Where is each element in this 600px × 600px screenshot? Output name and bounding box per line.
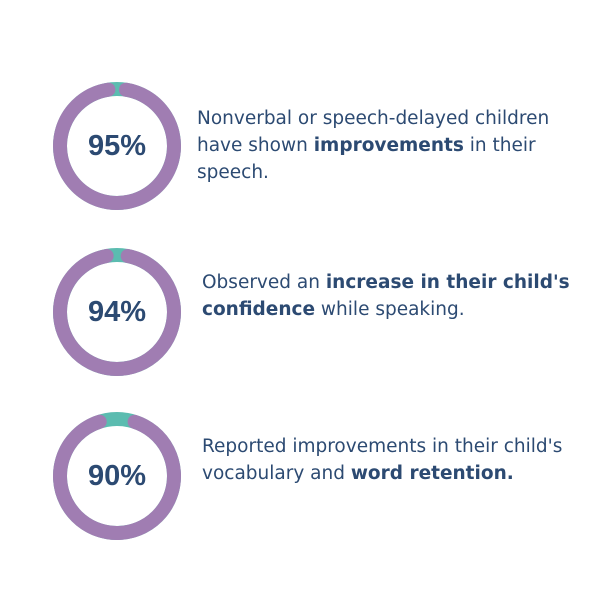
donut-chart: 94% <box>52 247 182 377</box>
donut-value-arc <box>53 412 181 540</box>
stat-description: Reported improvements in their child's v… <box>202 433 572 487</box>
donut-value-arc <box>53 82 181 210</box>
emphasis-text: word retention. <box>350 463 514 484</box>
body-text: Nonverbal or speech-delayed children hav… <box>197 108 550 156</box>
donut-svg: 95% <box>53 82 181 210</box>
percent-label: 95% <box>88 130 146 162</box>
percent-label: 90% <box>88 460 146 492</box>
donut-svg: 90% <box>53 412 181 540</box>
body-text: Observed an <box>202 272 326 293</box>
body-text: in their speech. <box>197 135 536 183</box>
stat-description: Nonverbal or speech-delayed children hav… <box>197 105 567 186</box>
emphasis-text: improvements <box>313 135 464 156</box>
donut-value-arc <box>53 248 181 376</box>
body-text: Reported improvements in their child's v… <box>202 436 563 484</box>
donut-chart: 95% <box>52 81 182 211</box>
body-text: while speaking. <box>315 299 465 320</box>
donut-svg: 94% <box>53 248 181 376</box>
stat-item: 94% Observed an increase in their child'… <box>0 247 600 379</box>
stat-description: Observed an increase in their child's co… <box>202 269 572 323</box>
stat-item: 95% Nonverbal or speech-delayed children… <box>0 81 600 213</box>
stat-item: 90% Reported improvements in their child… <box>0 411 600 543</box>
donut-chart: 90% <box>52 411 182 541</box>
emphasis-text: increase in their child's confidence <box>202 272 570 320</box>
percent-label: 94% <box>88 296 146 328</box>
